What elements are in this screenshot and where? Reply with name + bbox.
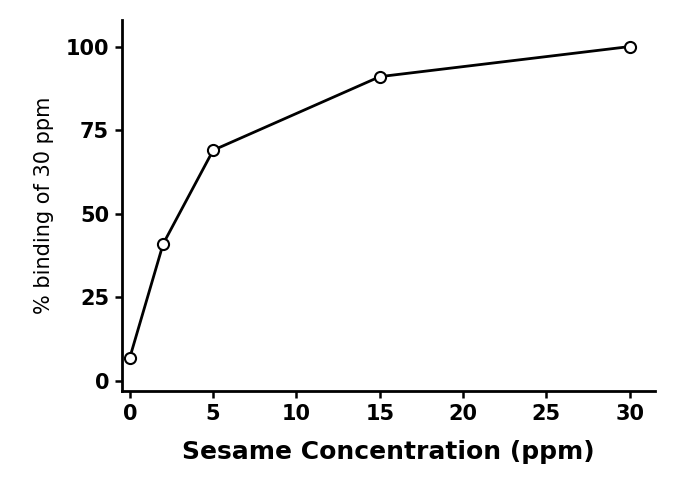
X-axis label: Sesame Concentration (ppm): Sesame Concentration (ppm) [182, 440, 595, 464]
Y-axis label: % binding of 30 ppm: % binding of 30 ppm [34, 97, 55, 314]
